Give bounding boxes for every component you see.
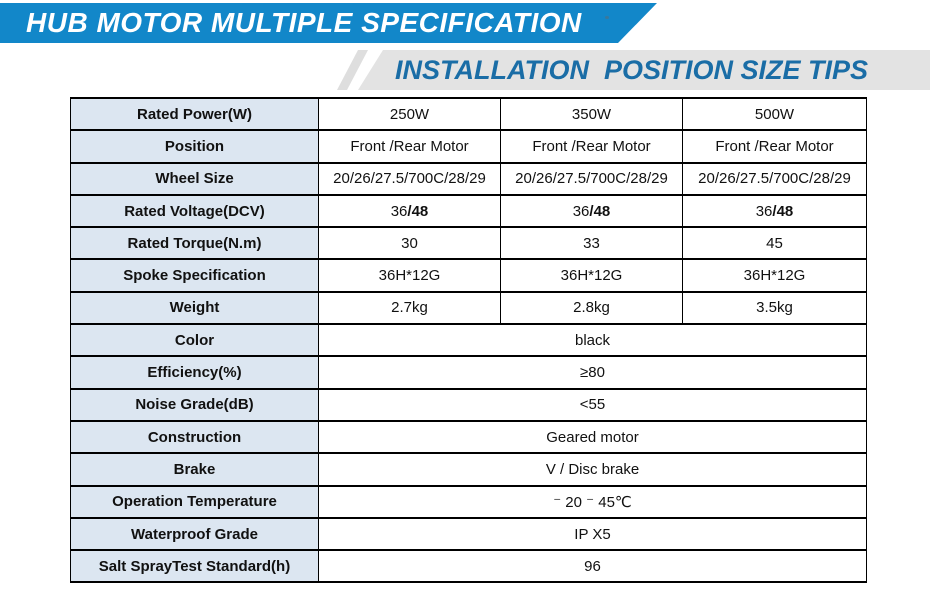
spec-value: 36H*12G [500, 258, 683, 293]
spec-value: Front /Rear Motor [500, 129, 683, 164]
spec-value: Front /Rear Motor [318, 129, 501, 164]
table-row: Construction Geared motor [70, 419, 867, 455]
voltage-base: 36 [572, 202, 590, 220]
table-row: Rated Voltage(DCV) 36/48 36/48 36/48 [70, 193, 867, 229]
spec-label: Rated Power(W) [70, 96, 319, 132]
spec-value: 2.8kg [500, 290, 683, 326]
voltage-alt: /48 [772, 202, 794, 220]
spec-label: Weight [70, 290, 319, 326]
spec-value: 20/26/27.5/700C/28/29 [682, 161, 867, 196]
spec-value: 45 [682, 226, 867, 261]
table-row: Weight 2.7kg 2.8kg 3.5kg [70, 290, 867, 326]
spec-value: 20/26/27.5/700C/28/29 [500, 161, 683, 196]
table-row: Wheel Size 20/26/27.5/700C/28/29 20/26/2… [70, 161, 867, 196]
spec-value: 36/48 [318, 193, 501, 229]
dot-artifact [605, 16, 609, 19]
table-row: Rated Power(W) 250W 350W 500W [70, 96, 867, 132]
voltage-alt: /48 [589, 202, 611, 220]
table-row: Noise Grade(dB) <55 [70, 387, 867, 422]
spec-value: 36/48 [682, 193, 867, 229]
spec-value: 500W [682, 96, 867, 132]
spec-label: Noise Grade(dB) [70, 387, 319, 422]
spec-value-merged: <55 [318, 387, 867, 422]
voltage-base: 36 [755, 202, 773, 220]
spec-value-merged: IP X5 [318, 516, 867, 552]
spec-label: Salt SprayTest Standard(h) [70, 549, 319, 584]
voltage-alt: /48 [407, 202, 429, 220]
table-row: Brake V / Disc brake [70, 452, 867, 487]
spec-value-merged: 96 [318, 549, 867, 584]
table-row: Color black [70, 323, 867, 358]
table-row: Salt SprayTest Standard(h) 96 [70, 549, 867, 584]
spec-value: 250W [318, 96, 501, 132]
spec-value-merged: V / Disc brake [318, 452, 867, 487]
table-row: Operation Temperature ⁻ 20 ⁻ 45℃ [70, 484, 867, 519]
spec-value: 36/48 [500, 193, 683, 229]
spec-value: 3.5kg [682, 290, 867, 326]
spec-label: Rated Torque(N.m) [70, 226, 319, 261]
spec-value-merged: ⁻ 20 ⁻ 45℃ [318, 484, 867, 519]
table-row: Waterproof Grade IP X5 [70, 516, 867, 552]
voltage-base: 36 [390, 202, 408, 220]
main-title-banner: HUB MOTOR MULTIPLE SPECIFICATION [0, 3, 657, 43]
spec-label: Wheel Size [70, 161, 319, 196]
spec-value: 30 [318, 226, 501, 261]
spec-value: 36H*12G [682, 258, 867, 293]
spec-value: 350W [500, 96, 683, 132]
spec-value: 33 [500, 226, 683, 261]
subtitle: INSTALLATION POSITION SIZE TIPS [395, 55, 869, 85]
spec-label: Color [70, 323, 319, 358]
spec-value-merged: Geared motor [318, 419, 867, 455]
spec-label: Position [70, 129, 319, 164]
spec-label: Operation Temperature [70, 484, 319, 519]
spec-value: Front /Rear Motor [682, 129, 867, 164]
table-row: Position Front /Rear Motor Front /Rear M… [70, 129, 867, 164]
spec-label: Efficiency(%) [70, 355, 319, 390]
spec-value-merged: black [318, 323, 867, 358]
spec-label: Rated Voltage(DCV) [70, 193, 319, 229]
table-row: Spoke Specification 36H*12G 36H*12G 36H*… [70, 258, 867, 293]
spec-label: Brake [70, 452, 319, 487]
spec-value: 20/26/27.5/700C/28/29 [318, 161, 501, 196]
spec-label: Waterproof Grade [70, 516, 319, 552]
spec-table: Rated Power(W) 250W 350W 500W Position F… [70, 96, 867, 584]
spec-label: Construction [70, 419, 319, 455]
spec-value: 36H*12G [318, 258, 501, 293]
table-row: Rated Torque(N.m) 30 33 45 [70, 226, 867, 261]
subtitle-banner: INSTALLATION POSITION SIZE TIPS [358, 50, 930, 90]
spec-label: Spoke Specification [70, 258, 319, 293]
table-row: Efficiency(%) ≥80 [70, 355, 867, 390]
spec-value-merged: ≥80 [318, 355, 867, 390]
main-title: HUB MOTOR MULTIPLE SPECIFICATION [26, 7, 582, 38]
spec-value: 2.7kg [318, 290, 501, 326]
